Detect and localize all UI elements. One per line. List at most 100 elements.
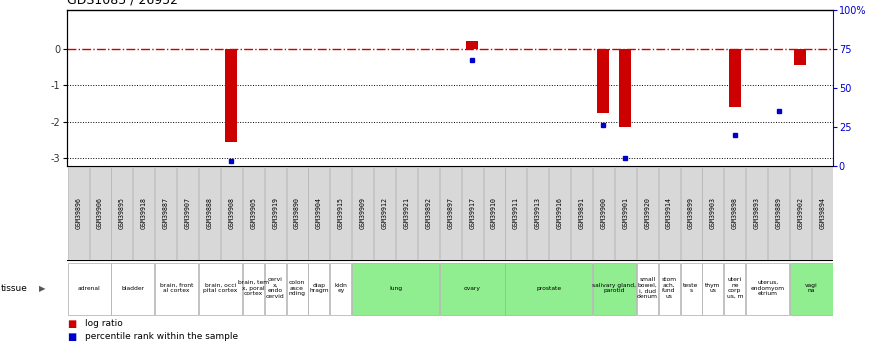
Text: bladder: bladder bbox=[121, 286, 144, 290]
Bar bbox=[619, 49, 632, 127]
Text: lung: lung bbox=[389, 286, 402, 290]
Bar bbox=[746, 168, 767, 259]
Text: GSM39902: GSM39902 bbox=[797, 197, 804, 229]
Text: GSM39910: GSM39910 bbox=[491, 197, 497, 229]
Bar bbox=[243, 168, 263, 259]
Bar bbox=[264, 168, 286, 259]
Text: adrenal: adrenal bbox=[78, 286, 100, 290]
Bar bbox=[790, 263, 833, 315]
Text: uteri
ne
corp
us, m: uteri ne corp us, m bbox=[727, 277, 743, 299]
Text: GSM39894: GSM39894 bbox=[819, 197, 825, 229]
Text: uterus,
endomyom
etrium: uterus, endomyom etrium bbox=[751, 280, 785, 296]
Text: GSM39917: GSM39917 bbox=[470, 197, 475, 229]
Bar bbox=[812, 168, 833, 259]
Text: GSM39904: GSM39904 bbox=[316, 197, 322, 229]
Text: teste
s: teste s bbox=[684, 283, 699, 293]
Bar bbox=[728, 49, 741, 107]
Bar bbox=[199, 263, 242, 315]
Bar bbox=[177, 168, 198, 259]
Bar bbox=[264, 263, 286, 315]
Bar bbox=[724, 263, 745, 315]
Bar bbox=[243, 263, 263, 315]
Bar bbox=[790, 168, 811, 259]
Text: GSM39892: GSM39892 bbox=[426, 197, 431, 229]
Text: GSM39897: GSM39897 bbox=[447, 197, 453, 229]
Text: ovary: ovary bbox=[464, 286, 480, 290]
Text: percentile rank within the sample: percentile rank within the sample bbox=[85, 332, 238, 341]
Text: GSM39893: GSM39893 bbox=[754, 197, 760, 229]
Bar bbox=[527, 168, 548, 259]
Text: GSM39916: GSM39916 bbox=[556, 197, 563, 229]
Text: GSM39899: GSM39899 bbox=[688, 197, 694, 229]
Bar bbox=[331, 263, 351, 315]
Bar bbox=[615, 168, 636, 259]
Bar bbox=[155, 168, 177, 259]
Bar bbox=[220, 168, 242, 259]
Bar bbox=[111, 168, 133, 259]
Text: brain, occi
pital cortex: brain, occi pital cortex bbox=[203, 283, 237, 293]
Text: GSM39914: GSM39914 bbox=[666, 197, 672, 229]
Bar bbox=[702, 168, 723, 259]
Text: kidn
ey: kidn ey bbox=[334, 283, 348, 293]
Text: GSM39921: GSM39921 bbox=[403, 197, 409, 229]
Bar bbox=[352, 168, 374, 259]
Text: GSM39908: GSM39908 bbox=[228, 197, 235, 229]
Text: diap
hragm: diap hragm bbox=[309, 283, 329, 293]
Bar bbox=[331, 168, 351, 259]
Text: GSM39898: GSM39898 bbox=[732, 197, 737, 229]
Bar bbox=[549, 168, 570, 259]
Text: GSM39888: GSM39888 bbox=[206, 197, 212, 229]
Bar bbox=[680, 168, 702, 259]
Bar bbox=[352, 263, 439, 315]
Text: ■: ■ bbox=[67, 332, 76, 342]
Bar bbox=[637, 263, 658, 315]
Bar bbox=[225, 49, 237, 142]
Bar bbox=[593, 168, 614, 259]
Bar bbox=[155, 263, 198, 315]
Bar bbox=[461, 168, 483, 259]
Bar bbox=[90, 168, 110, 259]
Bar bbox=[598, 49, 609, 112]
Bar bbox=[637, 168, 658, 259]
Bar bbox=[505, 263, 592, 315]
Text: GSM39907: GSM39907 bbox=[185, 197, 191, 229]
Bar bbox=[659, 263, 680, 315]
Text: brain, tem
x, poral
cortex: brain, tem x, poral cortex bbox=[237, 280, 269, 296]
Text: GSM39909: GSM39909 bbox=[359, 197, 366, 229]
Text: log ratio: log ratio bbox=[85, 319, 123, 328]
Text: GSM39891: GSM39891 bbox=[579, 197, 584, 229]
Bar bbox=[308, 263, 330, 315]
Bar bbox=[680, 263, 702, 315]
Text: salivary gland,
parotid: salivary gland, parotid bbox=[592, 283, 636, 293]
Bar bbox=[308, 168, 330, 259]
Text: GSM39918: GSM39918 bbox=[141, 197, 147, 229]
Text: stom
ach,
fund
us: stom ach, fund us bbox=[661, 277, 676, 299]
Bar bbox=[111, 263, 154, 315]
Text: GSM39915: GSM39915 bbox=[338, 197, 344, 229]
Bar bbox=[67, 263, 110, 315]
Text: prostate: prostate bbox=[536, 286, 561, 290]
Bar bbox=[571, 168, 592, 259]
Text: GSM39896: GSM39896 bbox=[75, 197, 82, 229]
Bar bbox=[287, 263, 307, 315]
Text: brain, front
al cortex: brain, front al cortex bbox=[159, 283, 194, 293]
Text: GSM39895: GSM39895 bbox=[119, 197, 125, 229]
Bar bbox=[593, 263, 636, 315]
Text: GSM39920: GSM39920 bbox=[644, 197, 650, 229]
Bar bbox=[505, 168, 527, 259]
Text: GSM39913: GSM39913 bbox=[535, 197, 541, 229]
Text: GSM39887: GSM39887 bbox=[163, 197, 168, 229]
Bar bbox=[702, 263, 723, 315]
Text: GSM39906: GSM39906 bbox=[97, 197, 103, 229]
Bar bbox=[418, 168, 439, 259]
Text: GDS1085 / 26952: GDS1085 / 26952 bbox=[67, 0, 178, 7]
Bar bbox=[746, 263, 789, 315]
Text: ■: ■ bbox=[67, 319, 76, 329]
Text: GSM39911: GSM39911 bbox=[513, 197, 519, 229]
Bar bbox=[440, 168, 461, 259]
Text: tissue: tissue bbox=[1, 284, 28, 293]
Bar bbox=[134, 168, 154, 259]
Bar bbox=[466, 41, 478, 49]
Text: GSM39901: GSM39901 bbox=[623, 197, 628, 229]
Text: thym
us: thym us bbox=[705, 283, 720, 293]
